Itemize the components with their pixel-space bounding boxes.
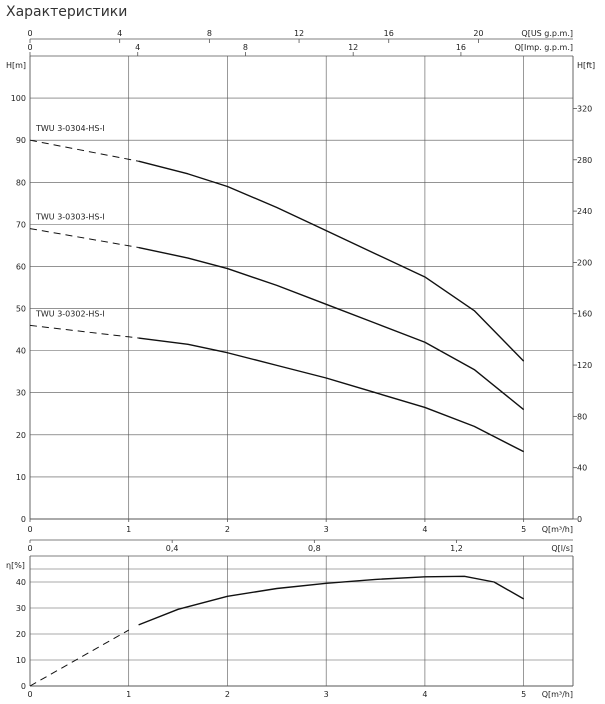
tick-label-us: 8 xyxy=(207,29,212,38)
y-tick-label: 20 xyxy=(16,630,26,639)
y-tick-label: 90 xyxy=(16,136,26,145)
series-line xyxy=(138,246,525,411)
y2-tick-label: 200 xyxy=(577,258,592,267)
series-label: TWU 3-0302-HS-I xyxy=(35,309,105,318)
y2-tick-label: 160 xyxy=(577,310,592,319)
x-axis-label: Q[m³/h] xyxy=(542,690,573,699)
y-tick-label: 100 xyxy=(11,94,26,103)
series-label: TWU 3-0303-HS-I xyxy=(35,213,105,222)
y2-tick-label: 120 xyxy=(577,361,592,370)
y-tick-label: 0 xyxy=(21,515,26,524)
y2-tick-label: 280 xyxy=(577,156,592,165)
axis-label-ls: Q[l/s] xyxy=(551,544,573,553)
tick-label-us: 16 xyxy=(384,29,394,38)
axis-label-us: Q[US g.p.m.] xyxy=(521,29,573,38)
series-dashed-line xyxy=(29,139,139,162)
x-tick-label: 4 xyxy=(422,525,427,534)
efficiency-chart: 0 0,4 0,8 1,2 Q[l/s] 0 10 20 30 40 0 1 2 3 4 5 Q[m³/h] η[… xyxy=(6,539,574,699)
y-tick-label: 40 xyxy=(16,578,26,587)
y-tick-label: 30 xyxy=(16,604,26,613)
tick-label-us: 12 xyxy=(294,29,304,38)
y2-tick-label: 320 xyxy=(577,104,592,113)
x-tick-label: 2 xyxy=(225,525,230,534)
axis-label-imp: Q[Imp. g.p.m.] xyxy=(515,43,573,52)
y2-tick-label: 80 xyxy=(577,412,587,421)
efficiency-dashed-line xyxy=(29,629,129,687)
efficiency-line xyxy=(138,575,524,626)
tick-label-ls: 0,8 xyxy=(308,544,321,553)
tick-label-imp: 8 xyxy=(243,43,248,52)
y-tick-label: 10 xyxy=(16,656,26,665)
y-axis-label: η[%] xyxy=(6,561,25,570)
x-tick-label: 5 xyxy=(521,525,526,534)
y-tick-label: 40 xyxy=(16,347,26,356)
y-axis-label: H[m] xyxy=(6,61,26,70)
series-line xyxy=(138,160,525,362)
y-tick-label: 60 xyxy=(16,262,26,271)
tick-label-imp: 4 xyxy=(135,43,140,52)
tick-label-us: 4 xyxy=(117,29,122,38)
tick-label-imp: 0 xyxy=(27,43,32,52)
tick-label-ls: 1,2 xyxy=(450,544,463,553)
tick-label-us: 20 xyxy=(473,29,483,38)
y2-tick-label: 240 xyxy=(577,207,592,216)
y-tick-label: 30 xyxy=(16,389,26,398)
series-dashed-line xyxy=(29,324,139,339)
x-tick-label: 5 xyxy=(521,690,526,699)
head-chart: 0 4 8 12 16 20 Q[US g.p.m.]0 4 8 12 16 Q[Imp. g.p.m… xyxy=(6,29,595,534)
y2-tick-label: 40 xyxy=(577,464,587,473)
y2-tick-label: 0 xyxy=(577,515,582,524)
tick-label-ls: 0 xyxy=(27,544,32,553)
page-title: Характеристики xyxy=(6,4,128,20)
x-tick-label: 1 xyxy=(126,690,131,699)
y-tick-label: 80 xyxy=(16,178,26,187)
x-axis-label: Q[m³/h] xyxy=(542,525,573,534)
x-tick-label: 3 xyxy=(324,690,329,699)
series-line xyxy=(138,337,524,453)
series-dashed-line xyxy=(29,228,139,249)
y-tick-label: 10 xyxy=(16,473,26,482)
x-tick-label: 3 xyxy=(324,525,329,534)
y-tick-label: 50 xyxy=(16,305,26,314)
x-tick-label: 2 xyxy=(225,690,230,699)
y2-axis-label: H[ft] xyxy=(577,61,595,70)
x-tick-label: 0 xyxy=(27,690,32,699)
x-tick-label: 4 xyxy=(422,690,427,699)
series-label: TWU 3-0304-HS-I xyxy=(35,124,105,133)
x-tick-label: 0 xyxy=(27,525,32,534)
x-tick-label: 1 xyxy=(126,525,131,534)
tick-label-imp: 12 xyxy=(348,43,358,52)
y-tick-label: 20 xyxy=(16,431,26,440)
tick-label-ls: 0,4 xyxy=(166,544,179,553)
tick-label-imp: 16 xyxy=(456,43,466,52)
y-tick-label: 0 xyxy=(21,682,26,691)
y-tick-label: 70 xyxy=(16,220,26,229)
tick-label-us: 0 xyxy=(27,29,32,38)
